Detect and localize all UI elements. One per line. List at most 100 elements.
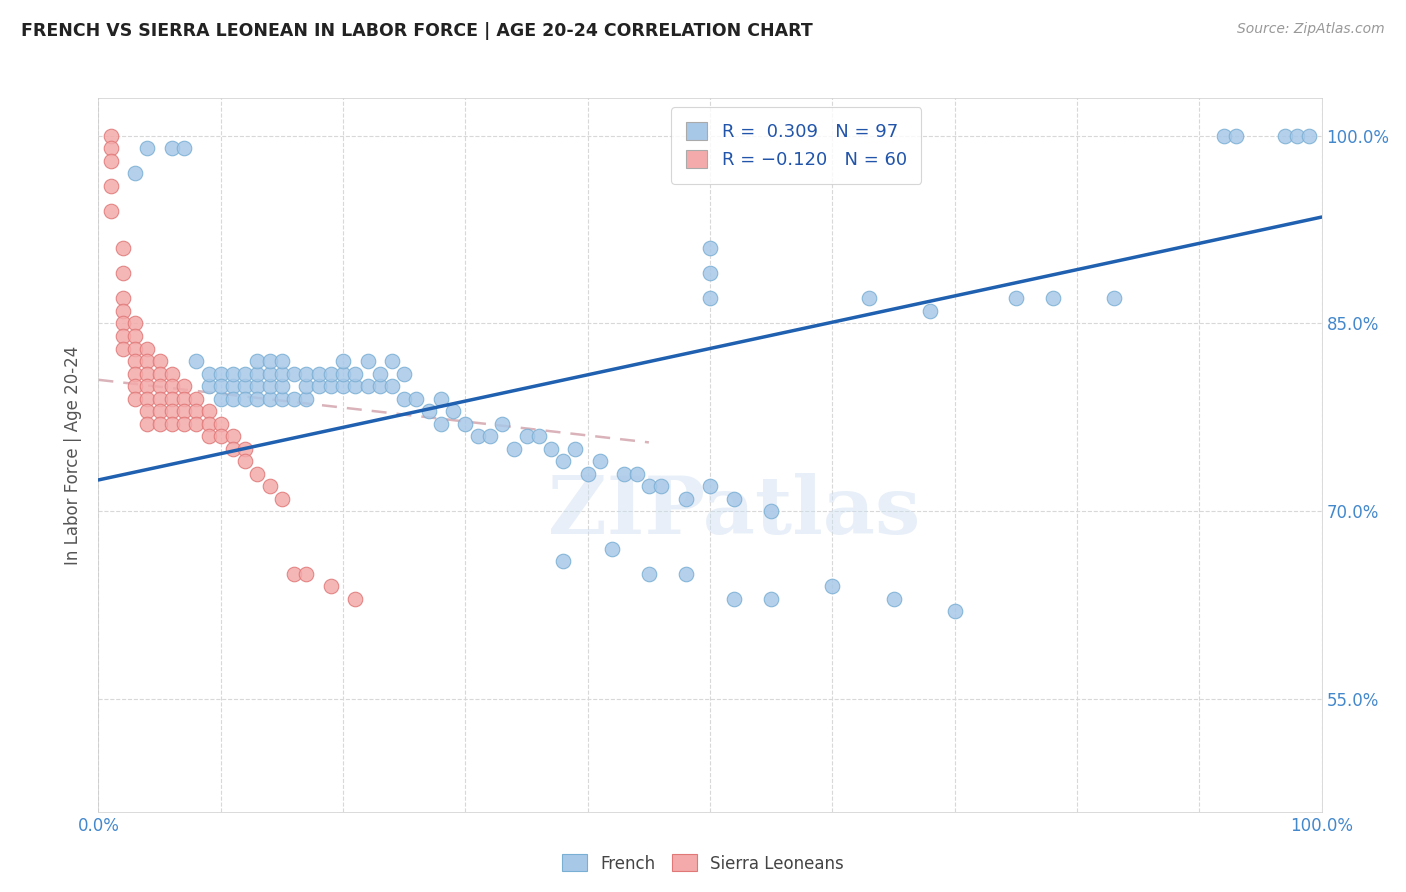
Point (259, 392, 281, 406)
Point (344, 591, 367, 606)
Point (259, 354, 281, 368)
Point (111, 292, 134, 306)
Point (173, 404, 195, 418)
Point (222, 392, 245, 406)
Point (478, 429, 501, 443)
Point (186, 417, 208, 431)
Point (136, 392, 159, 406)
Text: ZIPatlas: ZIPatlas (548, 473, 921, 551)
Point (111, 342, 134, 356)
Point (209, 367, 232, 381)
Point (124, 379, 146, 393)
Point (283, 566, 305, 581)
Point (295, 566, 318, 581)
Legend: French, Sierra Leoneans: French, Sierra Leoneans (555, 847, 851, 880)
Point (136, 342, 159, 356)
Point (222, 442, 245, 456)
Point (454, 417, 477, 431)
Point (124, 317, 146, 331)
Point (943, 604, 966, 618)
Point (222, 429, 245, 443)
Point (418, 404, 440, 418)
Point (723, 591, 745, 606)
Point (149, 417, 172, 431)
Point (283, 367, 305, 381)
Point (111, 266, 134, 280)
Point (613, 467, 636, 481)
Point (246, 367, 269, 381)
Point (1225, 128, 1247, 143)
Point (332, 379, 354, 393)
Point (392, 367, 416, 381)
Point (1042, 292, 1064, 306)
Point (650, 479, 672, 493)
Y-axis label: In Labor Force | Age 20-24: In Labor Force | Age 20-24 (65, 345, 83, 565)
Point (259, 379, 281, 393)
Point (699, 266, 721, 280)
Point (186, 392, 208, 406)
Point (920, 304, 942, 318)
Point (858, 292, 880, 306)
Point (491, 417, 513, 431)
Point (638, 566, 661, 581)
Point (761, 504, 783, 518)
Point (100, 128, 122, 143)
Point (149, 379, 172, 393)
Point (124, 367, 146, 381)
Point (527, 429, 550, 443)
Point (233, 442, 256, 456)
Point (761, 591, 783, 606)
Point (675, 491, 697, 506)
Point (540, 442, 562, 456)
Point (392, 392, 416, 406)
Point (430, 417, 453, 431)
Text: FRENCH VS SIERRA LEONEAN IN LABOR FORCE | AGE 20-24 CORRELATION CHART: FRENCH VS SIERRA LEONEAN IN LABOR FORCE … (21, 22, 813, 40)
Point (160, 379, 183, 393)
Point (124, 329, 146, 343)
Point (173, 141, 195, 155)
Point (308, 379, 330, 393)
Point (136, 417, 159, 431)
Point (233, 379, 256, 393)
Point (124, 354, 146, 368)
Point (209, 429, 232, 443)
Point (197, 429, 219, 443)
Point (270, 367, 294, 381)
Point (160, 141, 183, 155)
Point (430, 392, 453, 406)
Point (160, 417, 183, 431)
Point (100, 178, 122, 193)
Point (405, 392, 427, 406)
Point (111, 241, 134, 255)
Point (319, 367, 342, 381)
Point (308, 367, 330, 381)
Point (270, 379, 294, 393)
Point (332, 367, 354, 381)
Point (197, 379, 219, 393)
Point (381, 354, 404, 368)
Point (821, 579, 844, 593)
Point (1286, 128, 1309, 143)
Point (332, 354, 354, 368)
Point (626, 467, 648, 481)
Point (209, 379, 232, 393)
Point (160, 392, 183, 406)
Point (197, 417, 219, 431)
Point (368, 379, 391, 393)
Point (197, 404, 219, 418)
Point (259, 479, 281, 493)
Point (675, 566, 697, 581)
Point (503, 442, 526, 456)
Point (246, 379, 269, 393)
Point (160, 367, 183, 381)
Point (124, 166, 146, 180)
Point (209, 392, 232, 406)
Point (589, 454, 612, 468)
Point (883, 591, 905, 606)
Point (136, 354, 159, 368)
Point (344, 379, 367, 393)
Point (136, 367, 159, 381)
Text: Source: ZipAtlas.com: Source: ZipAtlas.com (1237, 22, 1385, 37)
Point (233, 367, 256, 381)
Point (553, 554, 575, 568)
